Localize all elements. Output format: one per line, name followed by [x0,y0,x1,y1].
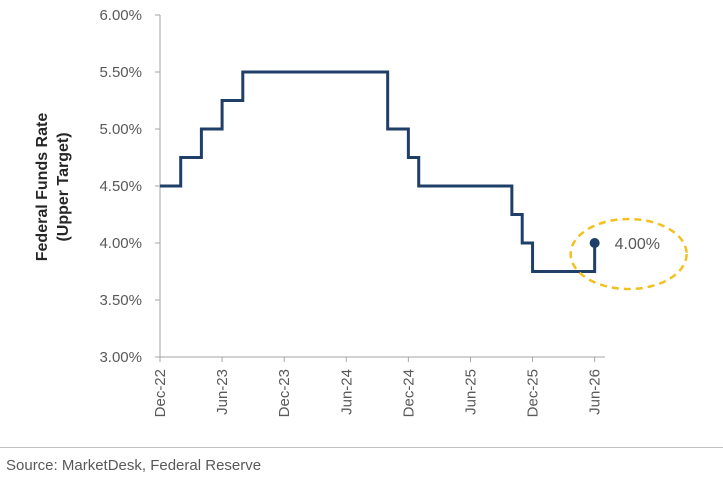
y-tick-label: 6.00% [99,7,142,24]
series-line-0 [160,70,597,273]
latest-value-label: 4.00% [615,236,660,253]
y-tick-label: 3.00% [99,349,142,366]
x-tick-label: Dec-22 [152,369,169,417]
source-note: Source: MarketDesk, Federal Reserve [6,457,262,474]
x-axis: Dec-22 Jun-23 Dec-23 Jun-24 Dec-24 Jun-25 Dec-… [152,356,605,417]
x-tick-label: Jun-26 [587,369,604,415]
fed-funds-chart: Federal Funds Rate (Upper Target) 3.00%3… [34,7,688,417]
y-tick-label: 3.50% [99,292,142,309]
x-tick-label: Jun-23 [214,369,231,415]
source-divider [0,447,723,448]
x-tick-label: Dec-25 [525,369,542,417]
x-tick-label: Jun-24 [338,369,355,415]
y-tick-label: 4.50% [99,178,142,195]
latest-point-marker [589,238,600,248]
y-axis: 3.00% 3.50% 4.00% 4.50% 5.00% 5.50% 6.00% [99,7,161,366]
y-tick-label: 5.50% [99,64,142,81]
y-tick-label: 4.00% [99,235,142,252]
x-tick-label: Dec-24 [400,369,417,417]
annotation-group: 4.00% [569,217,688,291]
y-axis-title-line1: Federal Funds Rate [34,113,51,262]
y-axis-title: Federal Funds Rate (Upper Target) [34,113,72,262]
x-tick-label: Jun-25 [462,369,479,415]
x-tick-label: Dec-23 [276,369,293,417]
highlight-ellipse [569,217,688,291]
series-group [160,70,597,273]
y-tick-label: 5.00% [99,121,142,138]
y-axis-title-line2: (Upper Target) [55,132,72,241]
